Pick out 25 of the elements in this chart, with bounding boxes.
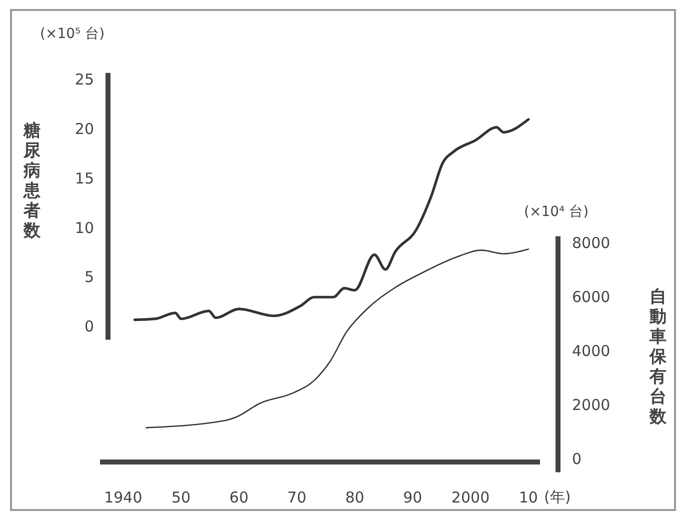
text: (年) — [544, 488, 571, 506]
y2-tick-label: 6000 — [572, 288, 610, 306]
y-tick-label: 10 — [74, 218, 94, 237]
x-tick-label: 80 — [345, 488, 364, 507]
y-tick-label: 15 — [74, 169, 94, 188]
x-tick-label: 70 — [287, 488, 306, 507]
x-tick-label: 10 — [518, 488, 538, 507]
line-series — [146, 248, 530, 428]
y2-axis-title: 自動車保有台数 — [648, 287, 668, 427]
x-tick-label: 60 — [229, 488, 248, 507]
y-tick-label: 5 — [84, 268, 94, 286]
x-tick-label: 50 — [172, 488, 191, 507]
y-tick-label: 20 — [74, 120, 94, 138]
y-tick-label: 25 — [74, 70, 94, 89]
text: (×10⁵ 台) — [40, 26, 105, 42]
y2-tick-label: 4000 — [572, 342, 610, 360]
x-tick-label: 1940 — [104, 488, 142, 507]
y2-tick-label: 2000 — [572, 396, 610, 414]
x-tick-label: 2000 — [451, 488, 490, 507]
annotation: (×10⁴ 台) — [524, 204, 589, 220]
x-tick-label: 90 — [403, 488, 422, 507]
y2-tick-label: 8000 — [572, 234, 610, 252]
y-tick-label: 0 — [84, 318, 94, 336]
y2-tick-label: 0 — [572, 450, 582, 468]
y-axis-title: 糖尿病患者数 — [22, 121, 42, 241]
